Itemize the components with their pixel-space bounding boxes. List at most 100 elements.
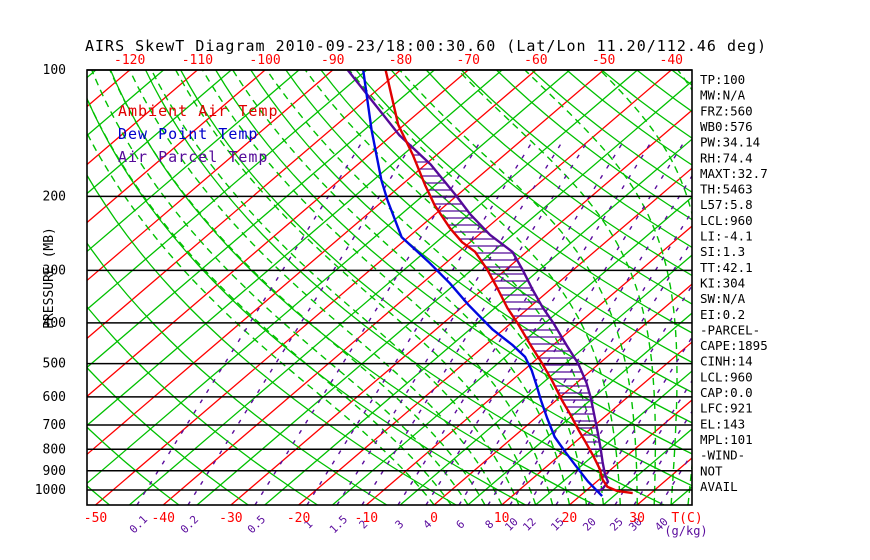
top-temp-tick-label: -80 [389, 53, 412, 68]
pressure-tick-label: 1000 [35, 483, 66, 498]
stat-line: LFC:921 [700, 401, 753, 416]
dry-adiabat [531, 70, 692, 193]
bottom-temp-tick-label: -50 [84, 511, 107, 526]
legend-dew-point-temp: Dew Point Temp [118, 125, 258, 143]
dry-adiabat [320, 70, 692, 364]
temp-tick-labels: -120 -110 -100 -90 -80 -70 -60 -50 -40-50 -40 -30-… [84, 53, 683, 526]
dry-adiabat [215, 70, 692, 455]
stat-line: NOT [700, 463, 723, 478]
moist-adiabat [87, 96, 452, 505]
dry-adiabat [460, 70, 692, 249]
pressure-tick-label: 400 [43, 316, 66, 331]
isotherm-green [196, 80, 692, 505]
moist-adiabat [266, 70, 588, 505]
plot-frame [86, 69, 693, 506]
isotherm-green [535, 370, 692, 505]
chart-title: AIRS SkewT Diagram 2010-09-23/18:00:30.6… [85, 37, 767, 55]
top-temp-tick-label: -40 [660, 53, 683, 68]
dry-adiabat [250, 70, 692, 424]
isotherm-green [0, 70, 28, 505]
stat-line: -PARCEL- [700, 322, 760, 337]
isotherm-red [87, 70, 266, 224]
isotherm-green [87, 70, 571, 485]
mixing-ratio-tick-label: 1.5 [327, 513, 350, 536]
isotherm-green [87, 70, 503, 427]
pressure-tick-label: 200 [43, 189, 66, 204]
dry-adiabat [496, 70, 692, 221]
pressure-tick-label: 300 [43, 263, 66, 278]
dry-adiabat [87, 96, 526, 505]
dry-adiabats [87, 70, 692, 505]
stat-line: TP:100 [700, 72, 745, 87]
stat-line: MPL:101 [700, 432, 753, 447]
isotherm-red [230, 109, 692, 505]
mixing-ratio-tick-label: 12 [520, 515, 539, 534]
bottom-temp-tick-label: 10 [494, 511, 510, 526]
mixing-ratio-tick-label: 25 [607, 515, 626, 534]
isotherm-red [433, 283, 692, 505]
moist-adiabat [129, 70, 503, 505]
isotherm-green [332, 196, 692, 505]
top-temp-tick-label: -70 [456, 53, 479, 68]
isotherm-red [87, 70, 198, 166]
moist-adiabat [524, 70, 678, 505]
pressure-tick-label: 800 [43, 442, 66, 457]
stat-line: TH:5463 [700, 182, 753, 197]
moist-adiabat [151, 70, 520, 505]
dry-adiabat [87, 366, 249, 505]
legend-air-parcel-temp: Air Parcel Temp [118, 148, 268, 166]
pressure-tick-label: 600 [43, 390, 66, 405]
top-temp-tick-label: -90 [321, 53, 344, 68]
stat-line: MAXT:32.7 [700, 166, 768, 181]
stat-line: -WIND- [700, 448, 745, 463]
isotherm-green [87, 70, 300, 253]
pressure-tick-label: 700 [43, 418, 66, 433]
dry-adiabat [87, 305, 318, 505]
sounding-curves [346, 70, 633, 497]
stat-line: LI:-4.1 [700, 229, 753, 244]
moist-adiabat [109, 70, 486, 505]
stat-line: CAPE:1895 [700, 338, 768, 353]
stat-line: KI:304 [700, 275, 745, 290]
dry-adiabat [87, 174, 457, 505]
moist-adiabats [87, 70, 692, 505]
isotherm-red [87, 70, 334, 282]
isotherm-green [87, 70, 232, 195]
stat-line: PW:34.14 [700, 135, 760, 150]
dry-adiabat [566, 70, 692, 166]
mixing-ratio-labels: 0.1 0.2 0.5 1 1.5 2 3 4 6 8 10 12 15 20 25 30 40 [127, 513, 671, 536]
top-temp-tick-label: -110 [182, 53, 213, 68]
stat-line: LCL:960 [700, 213, 753, 228]
moist-adiabat [349, 70, 621, 505]
pressure-tick-label: 900 [43, 464, 66, 479]
isotherm-red [365, 225, 692, 505]
bottom-temp-tick-label: -20 [287, 511, 310, 526]
mixing-ratio-tick-label: 0.1 [127, 513, 150, 536]
stat-line: SI:1.3 [700, 244, 745, 259]
top-temp-tick-label: -120 [114, 53, 145, 68]
temp-unit-label: T(C) [671, 511, 702, 526]
bottom-temp-tick-label: -10 [355, 511, 378, 526]
isotherm-red [87, 70, 131, 108]
isotherm-red [87, 70, 401, 340]
moist-adiabat [91, 70, 469, 505]
ambient-air-temp-curve [384, 70, 633, 495]
moist-adiabat [175, 70, 537, 505]
stat-line: AVAIL [700, 479, 738, 494]
isotherm-red [568, 399, 692, 505]
dry-adiabat [87, 426, 180, 505]
dry-adiabat [355, 70, 692, 334]
isotherm-red [298, 167, 692, 505]
bottom-temp-tick-label: 20 [562, 511, 578, 526]
dry-adiabat [87, 242, 388, 505]
stat-line: LCL:960 [700, 369, 753, 384]
stat-line: WB0:576 [700, 119, 753, 134]
dew-point-temp-curve [362, 70, 603, 497]
moist-adiabat [232, 70, 571, 505]
moist-adiabat [399, 70, 638, 505]
top-temp-tick-label: -100 [249, 53, 280, 68]
moist-adiabat [202, 70, 554, 505]
stat-line: TT:42.1 [700, 260, 753, 275]
